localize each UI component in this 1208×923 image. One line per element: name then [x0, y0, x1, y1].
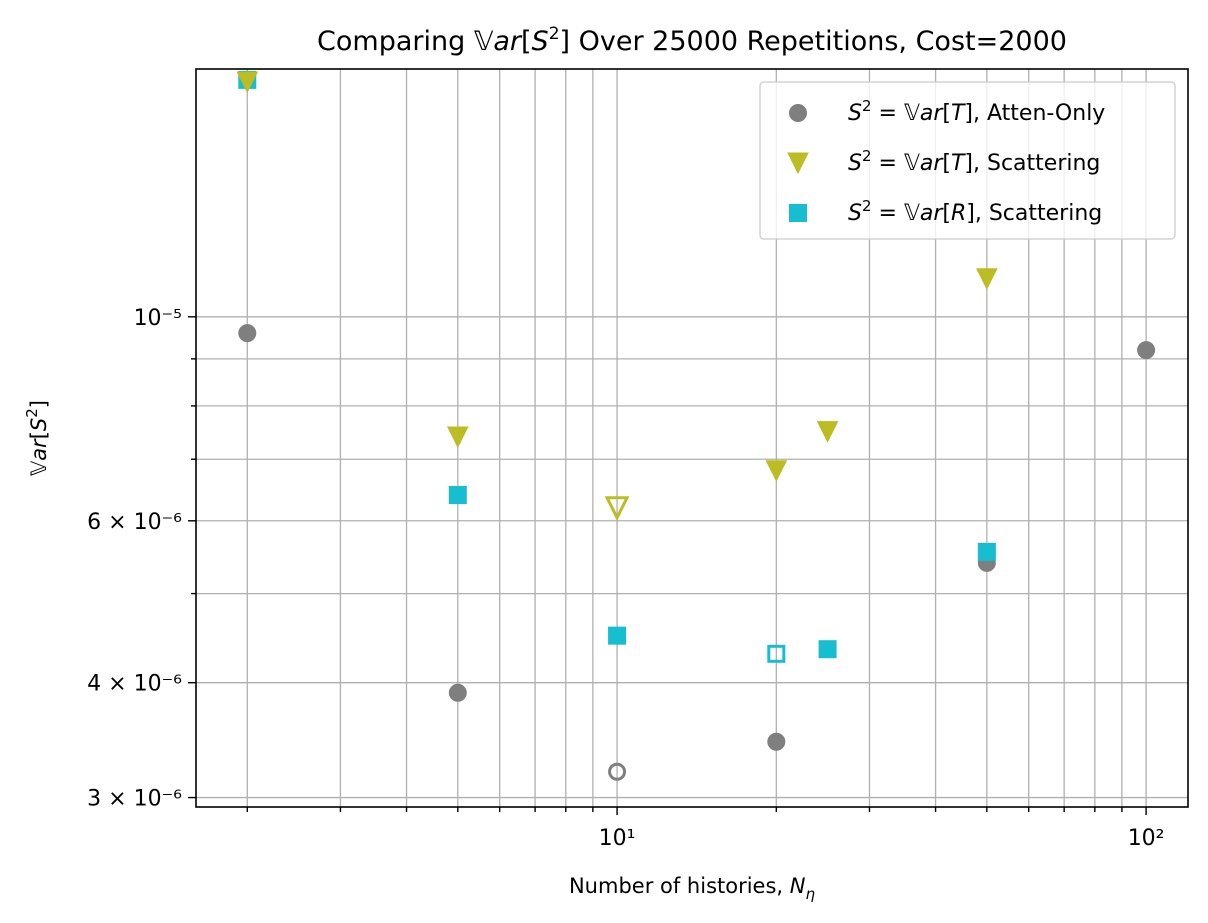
legend-label-t-scattering: S2 = 𝕍ar[T], Scattering [848, 147, 1100, 176]
data-point-triangle-down [765, 460, 788, 482]
x-tick-label: 10² [1128, 826, 1165, 851]
chart-title: Comparing 𝕍ar[S2] Over 25000 Repetitions… [317, 24, 1067, 57]
data-point-circle [448, 683, 467, 702]
data-point-triangle-down [976, 268, 998, 290]
data-point-square [767, 644, 786, 663]
y-axis-label: 𝕍ar[S2] [23, 400, 51, 476]
data-point-triangle-down [236, 71, 259, 94]
axis-ticks: 10¹ 10² 3 × 10⁻⁶ 4 × 10⁻⁶ 6 × 10⁻⁶ 10⁻⁵ [87, 306, 1164, 851]
legend-marker-triangle-down [787, 152, 809, 175]
legend-label-atten-only: S2 = 𝕍ar[T], Atten-Only [848, 97, 1105, 126]
grid-lines [196, 69, 1188, 807]
data-point-triangle-down [446, 426, 469, 449]
data-point-square [448, 486, 467, 505]
data-point-circle [608, 762, 627, 781]
plot-frame [195, 68, 1189, 808]
legend-box [759, 81, 1176, 240]
legend-label-r-scattering: S2 = 𝕍ar[R], Scattering [848, 197, 1102, 226]
x-tick-label: 10¹ [599, 826, 636, 851]
legend-markers [787, 104, 809, 222]
legend-marker-circle [789, 104, 807, 122]
data-point-circle [1137, 341, 1156, 360]
data-point-triangle-down [816, 421, 839, 443]
data-point-square [818, 640, 837, 659]
legend-marker-square [789, 204, 807, 222]
legend: S2 = 𝕍ar[T], Atten-Only S2 = 𝕍ar[T], Sca… [759, 81, 1176, 240]
data-point-triangle-down [604, 496, 630, 522]
y-tick-label: 4 × 10⁻⁶ [87, 672, 182, 697]
data-point-circle [767, 732, 786, 751]
y-tick-label: 10⁻⁵ [134, 306, 182, 331]
data-points [236, 70, 1156, 781]
y-tick-label: 6 × 10⁻⁶ [87, 510, 182, 535]
data-point-square [608, 626, 627, 645]
data-point-square [977, 542, 996, 561]
y-tick-label: 3 × 10⁻⁶ [87, 787, 182, 812]
data-point-circle [238, 324, 257, 343]
